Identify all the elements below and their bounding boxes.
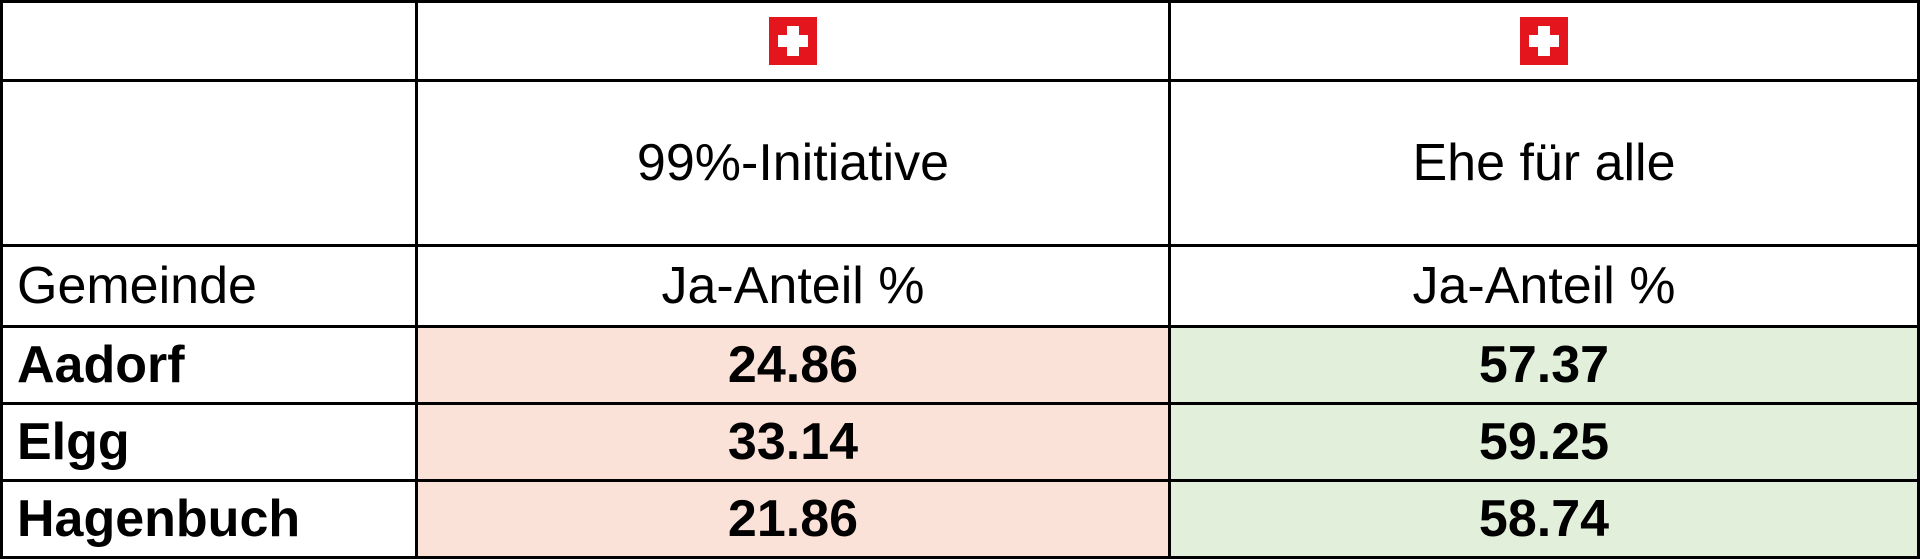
empty-cell — [0, 0, 418, 82]
marriage-value: 58.74 — [1168, 479, 1920, 559]
municipality-name: Aadorf — [0, 325, 418, 405]
municipality-header: Gemeinde — [0, 244, 418, 328]
table-row: Hagenbuch 21.86 58.74 — [0, 479, 1920, 559]
table-row: Elgg 33.14 59.25 — [0, 402, 1920, 482]
share-header-initiative: Ja-Anteil % — [415, 244, 1171, 328]
initiative-value: 33.14 — [415, 402, 1171, 482]
initiative-value: 21.86 — [415, 479, 1171, 559]
flag-row — [0, 0, 1920, 82]
share-header-marriage: Ja-Anteil % — [1168, 244, 1920, 328]
flag-cell-marriage — [1168, 0, 1920, 82]
initiative-title: 99%-Initiative — [415, 79, 1171, 247]
title-row: 99%-Initiative Ehe für alle — [0, 79, 1920, 247]
empty-cell — [0, 79, 418, 247]
table-row: Aadorf 24.86 57.37 — [0, 325, 1920, 405]
marriage-value: 57.37 — [1168, 325, 1920, 405]
municipality-name: Hagenbuch — [0, 479, 418, 559]
flag-cell-initiative — [415, 0, 1171, 82]
swiss-flag-icon — [769, 17, 817, 65]
initiative-value: 24.86 — [415, 325, 1171, 405]
municipality-name: Elgg — [0, 402, 418, 482]
swiss-flag-icon — [1520, 17, 1568, 65]
marriage-value: 59.25 — [1168, 402, 1920, 482]
marriage-title: Ehe für alle — [1168, 79, 1920, 247]
header-row: Gemeinde Ja-Anteil % Ja-Anteil % — [0, 244, 1920, 328]
